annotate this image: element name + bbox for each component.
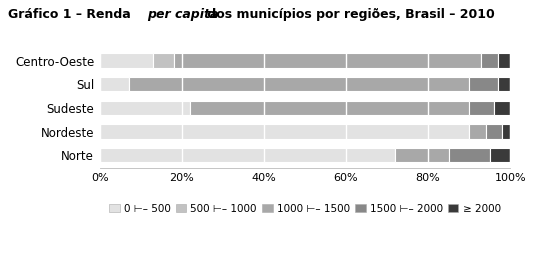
Bar [100,101,190,115]
Bar [153,53,174,68]
Bar [100,77,129,91]
Bar [498,53,510,68]
Bar [481,53,498,68]
Bar [448,148,490,162]
Bar [395,148,448,162]
Bar [174,53,481,68]
Bar [469,101,494,115]
Bar [100,53,153,68]
Text: per capita: per capita [147,8,219,21]
Bar [490,148,510,162]
Text: dos municípios por regiões, Brasil – 2010: dos municípios por regiões, Brasil – 201… [203,8,494,21]
Bar [502,125,510,139]
Bar [469,125,486,139]
Bar [190,101,469,115]
Bar [498,77,510,91]
Bar [100,148,395,162]
Bar [100,125,469,139]
Bar [469,77,498,91]
Bar [494,101,510,115]
Text: Gráfico 1 – Renda: Gráfico 1 – Renda [8,8,135,21]
Legend: 0 ⊢– 500, 500 ⊢– 1000, 1000 ⊢– 1500, 1500 ⊢– 2000, ≥ 2000: 0 ⊢– 500, 500 ⊢– 1000, 1000 ⊢– 1500, 150… [105,199,505,218]
Bar [129,77,469,91]
Bar [486,125,502,139]
